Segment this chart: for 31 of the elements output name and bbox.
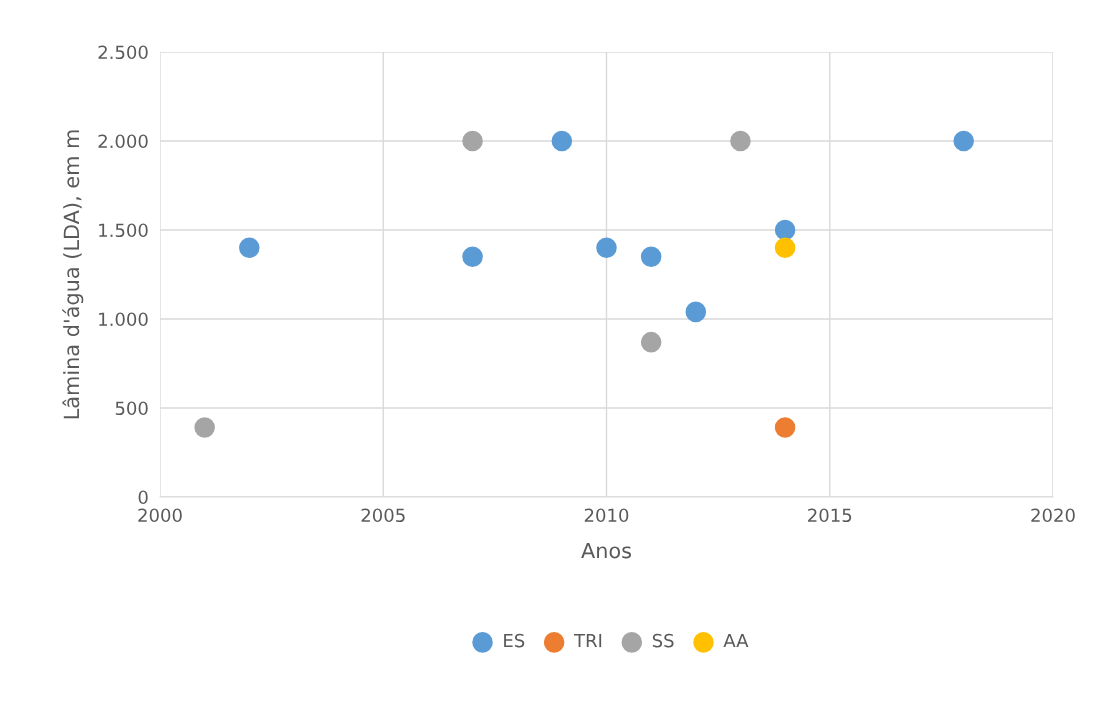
point bbox=[551, 130, 573, 152]
y-tick-label: 0 bbox=[138, 490, 148, 505]
point bbox=[774, 237, 796, 259]
x-tick-label: 2015 bbox=[808, 508, 852, 523]
y-tick-label: 1.000 bbox=[99, 312, 148, 327]
y-tick-label: 2.500 bbox=[98, 45, 148, 60]
point bbox=[730, 130, 751, 152]
x-tick-label: 2020 bbox=[1031, 508, 1075, 523]
point bbox=[194, 417, 215, 438]
point bbox=[596, 237, 617, 259]
point bbox=[640, 246, 662, 267]
legend-label: SS bbox=[652, 633, 674, 648]
y-tick-label: 2.000 bbox=[98, 134, 148, 149]
point bbox=[774, 219, 796, 241]
point bbox=[239, 237, 260, 259]
y-tick-label: 500 bbox=[115, 401, 148, 416]
point bbox=[462, 130, 483, 152]
legend-label: TRI bbox=[573, 633, 602, 648]
x-tick-label: 2000 bbox=[138, 508, 182, 523]
point bbox=[953, 130, 974, 152]
point bbox=[640, 331, 662, 353]
y-tick-label: 1.500 bbox=[99, 223, 148, 238]
legend-label: ES bbox=[504, 633, 525, 648]
x-axis-title: Anos bbox=[581, 542, 632, 559]
point bbox=[685, 301, 707, 323]
x-tick-label: 2010 bbox=[584, 508, 629, 523]
point bbox=[774, 417, 796, 438]
y-axis-title: Lâmina d'água (LDA), em m bbox=[62, 130, 84, 419]
point bbox=[462, 246, 483, 267]
x-tick-label: 2005 bbox=[361, 508, 405, 523]
legend-label: AA bbox=[723, 633, 749, 648]
